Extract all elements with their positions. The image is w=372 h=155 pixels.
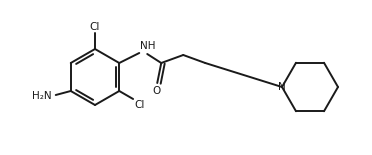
Text: Cl: Cl: [90, 22, 100, 32]
Text: N: N: [278, 82, 286, 92]
Text: NH: NH: [140, 41, 156, 51]
Text: Cl: Cl: [134, 100, 144, 110]
Text: H₂N: H₂N: [32, 91, 52, 101]
Text: O: O: [152, 86, 160, 96]
